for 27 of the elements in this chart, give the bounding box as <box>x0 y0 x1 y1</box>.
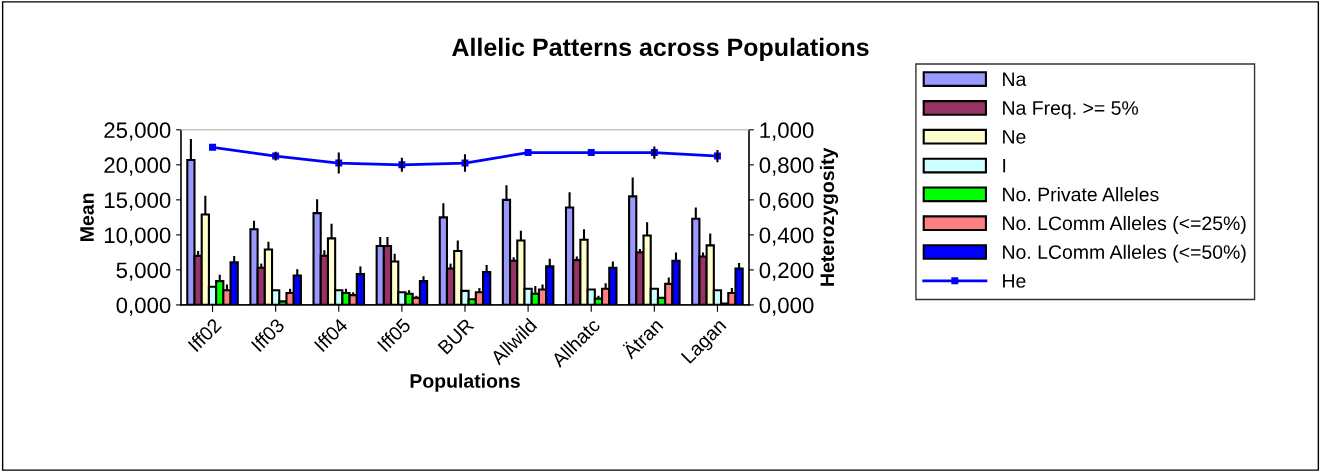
x-tick-label: Iff04 <box>313 317 349 353</box>
y2-tick-label: 0,400 <box>759 227 814 246</box>
y-tick-label: 5,000 <box>116 262 171 281</box>
y2-tick-label: 0,800 <box>759 157 814 176</box>
y-tick-label: 20,000 <box>104 157 171 176</box>
legend-label: No. LComm Alleles (<=25%) <box>1003 215 1246 234</box>
x-tick-label: Iff03 <box>250 317 286 353</box>
y-tick-label: 0,000 <box>116 297 171 316</box>
y-tick-label: 15,000 <box>104 192 171 211</box>
legend-label: No. Private Alleles <box>1003 187 1159 202</box>
y2-axis-title: Heterozygosity <box>819 147 839 286</box>
x-tick-label: Iff02 <box>187 317 222 353</box>
y2-tick-label: 0,600 <box>759 192 814 211</box>
y2-tick-label: 1,000 <box>760 122 814 141</box>
legend-label: I <box>1003 158 1006 173</box>
y-tick-label: 25,000 <box>104 122 171 141</box>
y2-tick-label: 0,200 <box>759 262 814 281</box>
legend-label: Ne <box>1003 130 1026 144</box>
y-axis-title: Mean <box>80 193 94 241</box>
y2-tick-label: 0,000 <box>759 297 814 316</box>
x-axis-title: Populations <box>410 373 520 392</box>
chart-title: Allelic Patterns across Populations <box>452 37 869 62</box>
legend-label: Na Freq. >= 5% <box>1003 101 1139 119</box>
legend-label: No. LComm Alleles (<=50%) <box>1003 244 1246 263</box>
y-tick-label: 10,000 <box>104 227 171 246</box>
legend-label: Na <box>1003 72 1027 87</box>
legend-label: He <box>1003 274 1026 288</box>
